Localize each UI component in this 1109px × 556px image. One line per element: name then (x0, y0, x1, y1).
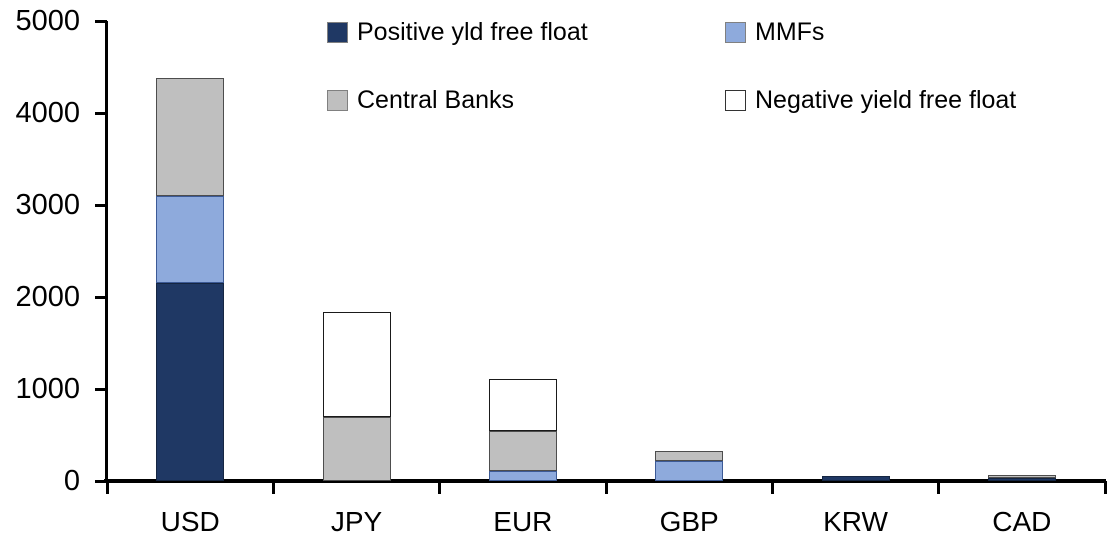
bar-segment-jpy (322, 416, 391, 481)
legend-marker-icon (327, 21, 348, 43)
y-tick-label: 3000 (15, 189, 80, 221)
x-tick-label: CAD (992, 506, 1052, 537)
bar-segment-gbp (655, 460, 724, 481)
legend-marker-icon (327, 89, 348, 111)
legend-item: Negative yield free float (725, 86, 1017, 114)
y-tick (95, 387, 107, 391)
y-tick-label: 1000 (15, 373, 80, 405)
bar-segment-eur (488, 431, 557, 471)
legend-label: Negative yield free float (755, 86, 1017, 114)
legend-item: Positive yld free float (327, 18, 588, 46)
y-tick (95, 19, 107, 23)
legend-label: MMFs (755, 18, 825, 46)
bar-segment-krw (821, 476, 890, 481)
y-tick-label: 5000 (15, 5, 80, 37)
bar-segment-cad (987, 478, 1056, 481)
bar-segment-gbp (655, 450, 724, 461)
y-tick (95, 295, 107, 299)
bar-segment-jpy (322, 311, 391, 417)
y-tick-label: 4000 (15, 97, 80, 129)
x-tick (438, 481, 442, 494)
x-tick (105, 481, 109, 494)
x-tick-label: USD (160, 506, 220, 537)
legend-item: MMFs (725, 18, 825, 46)
bar-segment-cad (987, 475, 1056, 479)
x-tick (1103, 481, 1107, 494)
y-tick (95, 479, 107, 483)
x-tick-label: EUR (493, 506, 553, 537)
x-tick (271, 481, 275, 494)
x-tick-label: GBP (659, 506, 719, 537)
y-tick-label: 0 (63, 465, 80, 497)
bar-segment-usd (156, 283, 225, 481)
y-tick (95, 203, 107, 207)
legend-marker-icon (725, 89, 746, 111)
legend-label: Positive yld free float (357, 18, 588, 46)
x-tick (604, 481, 608, 494)
legend-marker-icon (725, 21, 746, 43)
y-axis-line (105, 21, 108, 482)
x-tick (770, 481, 774, 494)
legend-item: Central Banks (327, 86, 515, 114)
x-tick-label: JPY (330, 506, 383, 537)
x-tick (937, 481, 941, 494)
y-tick (95, 111, 107, 115)
legend-label: Central Banks (357, 86, 515, 114)
x-tick-label: KRW (823, 506, 888, 537)
bar-segment-usd (156, 195, 225, 284)
bar-segment-eur (488, 378, 557, 432)
bar-segment-usd (156, 78, 225, 196)
bar-segment-eur (488, 470, 557, 481)
y-tick-label: 2000 (15, 281, 80, 313)
